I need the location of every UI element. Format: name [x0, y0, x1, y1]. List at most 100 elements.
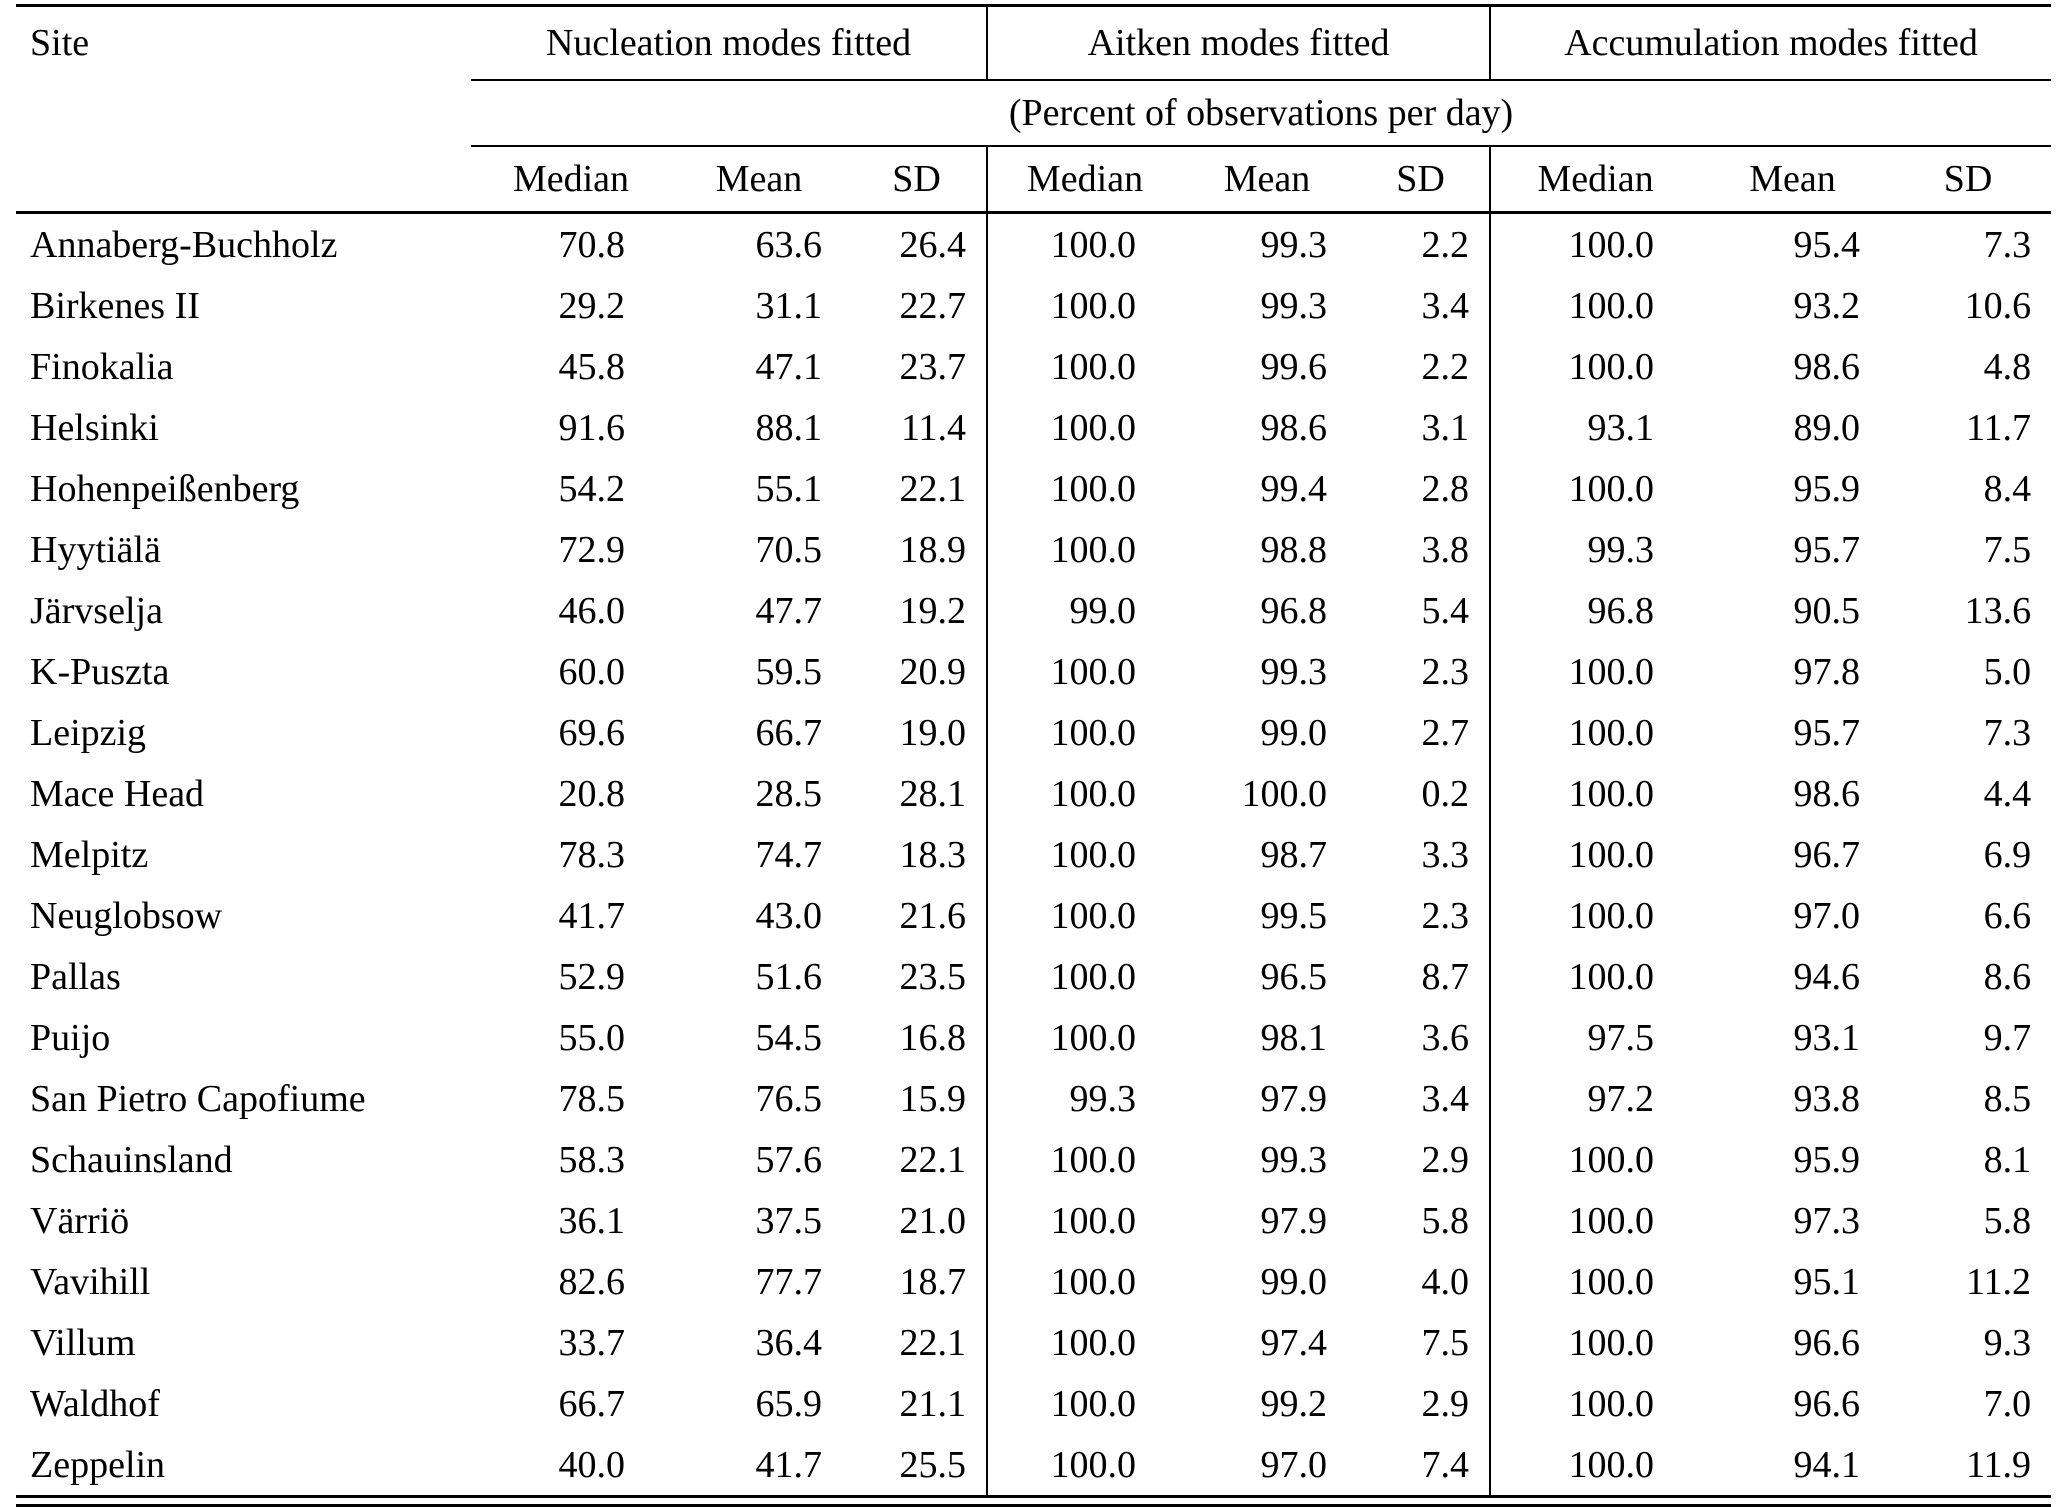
aitken-sd: 3.4: [1421, 1077, 1470, 1120]
nucleation-sd: 23.7: [899, 345, 967, 388]
nucleation-mean: 66.7: [755, 711, 823, 754]
table-row: Melpitz 78.3 74.7 18.3 100.0 98.7 3.3 10…: [16, 824, 2051, 885]
site-name: Birkenes II: [30, 284, 200, 327]
accumulation-median: 100.0: [1489, 1190, 1701, 1251]
aitken-median: 100.0: [986, 458, 1183, 519]
nucleation-mean: 54.5: [755, 1016, 823, 1059]
nucleation-mean-header: Mean: [671, 146, 847, 214]
aitken-median: 100.0: [986, 1190, 1183, 1251]
table-row: Puijo 55.0 54.5 16.8 100.0 98.1 3.6 97.5…: [16, 1007, 2051, 1068]
accumulation-median: 100.0: [1489, 1251, 1701, 1312]
table-body: Annaberg-Buchholz 70.8 63.6 26.4 100.0 9…: [16, 212, 2051, 1495]
accumulation-sd: 7.0: [1983, 1382, 2032, 1425]
aitken-sd: 2.2: [1421, 345, 1470, 388]
table-row: Finokalia 45.8 47.1 23.7 100.0 99.6 2.2 …: [16, 336, 2051, 397]
nucleation-mean: 37.5: [755, 1199, 823, 1242]
table-row: Birkenes II 29.2 31.1 22.7 100.0 99.3 3.…: [16, 275, 2051, 336]
nucleation-mean: 41.7: [755, 1443, 823, 1486]
accumulation-mean: 93.1: [1793, 1016, 1861, 1059]
nucleation-sd: 22.7: [899, 284, 967, 327]
nucleation-median: 58.3: [558, 1138, 626, 1181]
nucleation-mean: 59.5: [755, 650, 823, 693]
nucleation-median: 60.0: [558, 650, 626, 693]
aitken-sd: 3.1: [1421, 406, 1470, 449]
accumulation-mean: 93.2: [1793, 284, 1861, 327]
accumulation-sd: 7.3: [1983, 711, 2032, 754]
nucleation-median: 29.2: [558, 284, 626, 327]
nucleation-mean: 47.7: [755, 589, 823, 632]
aitken-mean: 97.0: [1260, 1443, 1328, 1486]
table-row: Villum 33.7 36.4 22.1 100.0 97.4 7.5 100…: [16, 1312, 2051, 1373]
accumulation-mean: 89.0: [1793, 406, 1861, 449]
aitken-mean: 99.6: [1260, 345, 1328, 388]
table-row: Zeppelin 40.0 41.7 25.5 100.0 97.0 7.4 1…: [16, 1434, 2051, 1495]
aitken-sd: 3.8: [1421, 528, 1470, 571]
accumulation-median: 97.2: [1489, 1068, 1701, 1129]
accumulation-sd: 11.7: [1965, 406, 2032, 449]
site-name: Annaberg-Buchholz: [30, 223, 338, 266]
site-name: Leipzig: [30, 711, 147, 754]
nucleation-mean: 47.1: [755, 345, 823, 388]
aitken-median: 100.0: [986, 1251, 1183, 1312]
nucleation-median: 41.7: [558, 894, 626, 937]
accumulation-median: 96.8: [1489, 580, 1701, 641]
table-row: Schauinsland 58.3 57.6 22.1 100.0 99.3 2…: [16, 1129, 2051, 1190]
site-name: Melpitz: [30, 833, 149, 876]
aitken-mean: 99.3: [1260, 650, 1328, 693]
accumulation-sd: 4.8: [1983, 345, 2032, 388]
aitken-mean-header: Mean: [1182, 146, 1353, 214]
accumulation-mean: 96.7: [1793, 833, 1861, 876]
accumulation-sd: 5.0: [1983, 650, 2032, 693]
aitken-mean: 97.9: [1260, 1077, 1328, 1120]
nucleation-sd: 20.9: [899, 650, 967, 693]
nucleation-sd: 21.0: [899, 1199, 967, 1242]
nucleation-sd: 19.2: [899, 589, 967, 632]
aitken-median: 100.0: [986, 212, 1183, 275]
accumulation-mean: 97.0: [1793, 894, 1861, 937]
table-row: Annaberg-Buchholz 70.8 63.6 26.4 100.0 9…: [16, 212, 2051, 275]
aitken-mean: 99.3: [1260, 1138, 1328, 1181]
accumulation-median: 100.0: [1489, 212, 1701, 275]
accumulation-median-header: Median: [1489, 146, 1701, 214]
table-row: Neuglobsow 41.7 43.0 21.6 100.0 99.5 2.3…: [16, 885, 2051, 946]
accumulation-median: 100.0: [1489, 1312, 1701, 1373]
nucleation-sd: 25.5: [899, 1443, 967, 1486]
nucleation-sd: 28.1: [899, 772, 967, 815]
aitken-median: 100.0: [986, 1434, 1183, 1495]
nucleation-sd: 22.1: [899, 1138, 967, 1181]
accumulation-sd: 6.9: [1983, 833, 2032, 876]
aitken-mean: 98.1: [1260, 1016, 1328, 1059]
nucleation-sd: 21.1: [899, 1382, 967, 1425]
aitken-sd: 2.9: [1421, 1138, 1470, 1181]
nucleation-median: 78.5: [558, 1077, 626, 1120]
nucleation-sd: 23.5: [899, 955, 967, 998]
aitken-mean: 99.0: [1260, 711, 1328, 754]
accumulation-sd-header: SD: [1885, 146, 2052, 214]
nucleation-mean: 88.1: [755, 406, 823, 449]
group-header-row: Site Nucleation modes fitted Aitken mode…: [16, 5, 2052, 214]
site-name: Puijo: [30, 1016, 111, 1059]
nucleation-mean: 51.6: [755, 955, 823, 998]
nucleation-mean: 57.6: [755, 1138, 823, 1181]
aitken-sd: 2.9: [1421, 1382, 1470, 1425]
table-row: Waldhof 66.7 65.9 21.1 100.0 99.2 2.9 10…: [16, 1373, 2051, 1434]
table-header: Site Nucleation modes fitted Aitken mode…: [16, 5, 2052, 214]
site-name: Pallas: [30, 955, 121, 998]
aitken-mean: 99.4: [1260, 467, 1328, 510]
aitken-median: 100.0: [986, 641, 1183, 702]
aitken-sd: 0.2: [1421, 772, 1470, 815]
accumulation-sd: 8.4: [1983, 467, 2032, 510]
nucleation-mean: 70.5: [755, 528, 823, 571]
accumulation-sd: 4.4: [1983, 772, 2032, 815]
site-name: Zeppelin: [30, 1443, 166, 1486]
table-row: Leipzig 69.6 66.7 19.0 100.0 99.0 2.7 10…: [16, 702, 2051, 763]
aitken-median: 100.0: [986, 885, 1183, 946]
accumulation-mean: 90.5: [1793, 589, 1861, 632]
nucleation-median: 82.6: [558, 1260, 626, 1303]
site-column-header: Site: [16, 5, 471, 214]
aitken-median: 100.0: [986, 1373, 1183, 1434]
group-header-aitken: Aitken modes fitted: [986, 5, 1491, 81]
modes-fitted-table: Site Nucleation modes fitted Aitken mode…: [16, 4, 2052, 1495]
nucleation-median: 54.2: [558, 467, 626, 510]
aitken-sd: 5.4: [1421, 589, 1470, 632]
